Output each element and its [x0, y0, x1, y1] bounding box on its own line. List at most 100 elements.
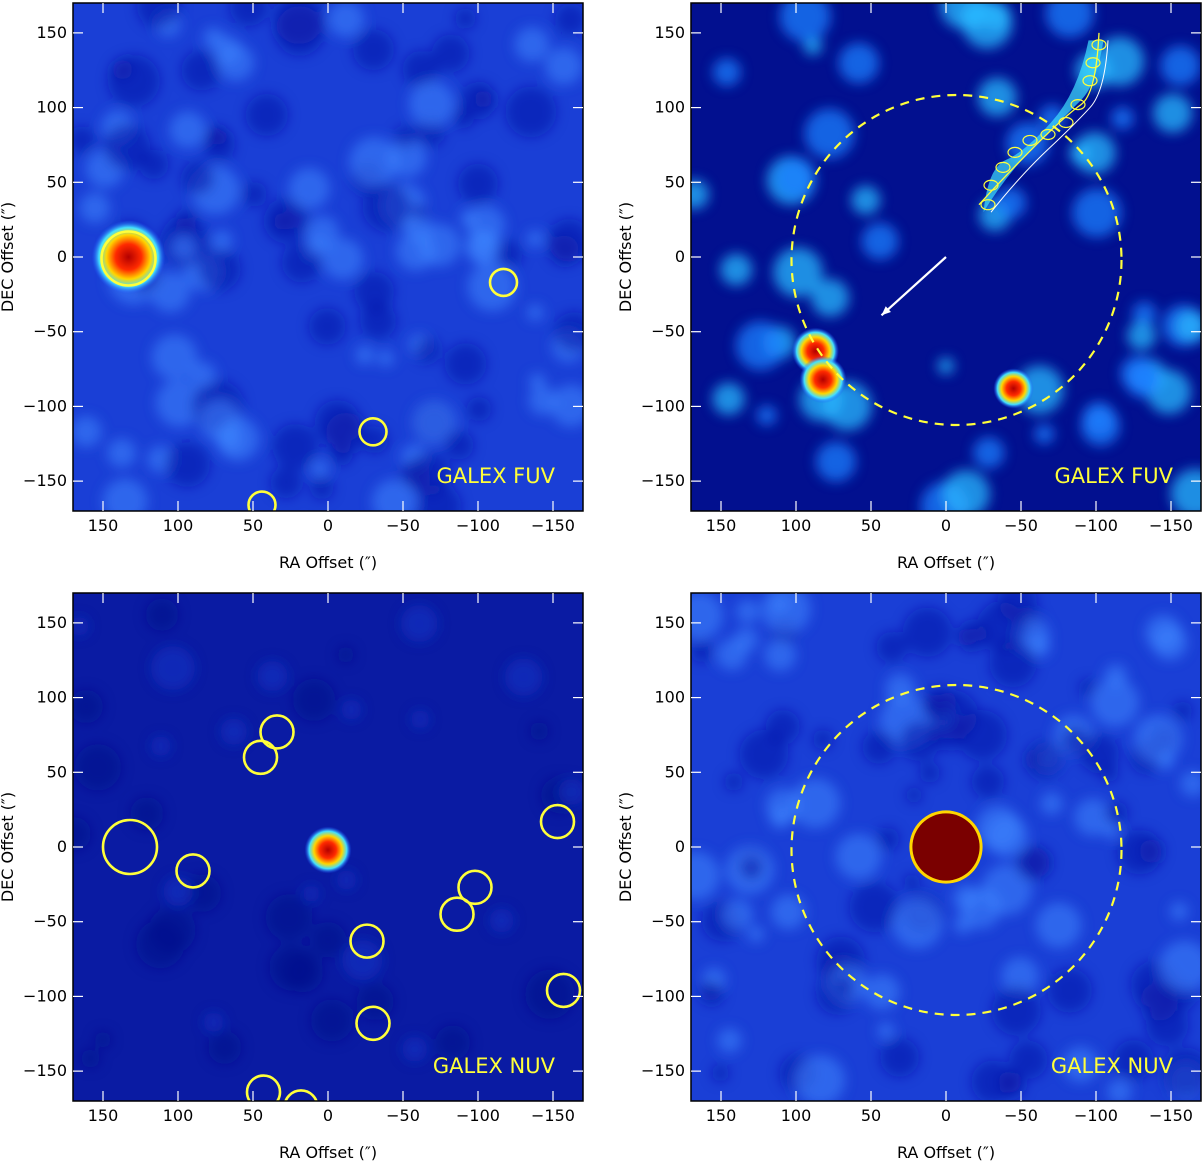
source-marker-circle — [545, 972, 582, 1009]
y-tick-label: 50 — [47, 172, 67, 191]
panel-top-left: GALEX FUV 150 100 50 0 −50 −100 −150 150 100 50 0 −5… — [0, 2, 584, 572]
source-marker-circle — [539, 803, 576, 840]
source-marker-circle — [439, 896, 475, 933]
contour-line — [1040, 128, 1056, 141]
contour-line — [1022, 134, 1038, 147]
x-axis-label: RA Offset (″) — [279, 1143, 377, 1161]
x-tick-label: 150 — [88, 1106, 119, 1125]
x-tick-label: 100 — [163, 516, 194, 535]
y-tick-label: −100 — [23, 396, 67, 415]
y-tick-label: 0 — [57, 837, 67, 856]
panel-image — [73, 3, 583, 511]
source-marker-circle — [457, 869, 493, 906]
y-tick-label: 50 — [665, 172, 685, 191]
panel-bottom-right: GALEX NUV 150 100 50 0 −50 −100 −150 150 100 50 0 −5… — [616, 592, 1202, 1161]
y-tick-label: −100 — [23, 986, 67, 1005]
contour-line — [1007, 146, 1023, 159]
x-tick-label: 150 — [706, 1106, 737, 1125]
y-tick-label: 50 — [47, 762, 67, 781]
x-tick-label: 150 — [88, 516, 119, 535]
x-tick-label: 0 — [323, 516, 333, 535]
source-marker-circle — [101, 818, 159, 876]
y-tick-label: 150 — [36, 613, 67, 632]
x-tick-label: 100 — [163, 1106, 194, 1125]
contour-line — [1070, 98, 1086, 111]
x-tick-label: −100 — [456, 1106, 500, 1125]
x-tick-label: −100 — [1074, 1106, 1118, 1125]
y-tick-label: 150 — [36, 23, 67, 42]
x-tick-label: −100 — [1074, 516, 1118, 535]
x-tick-label: −100 — [456, 516, 500, 535]
contour-region — [978, 32, 1109, 213]
y-tick-label: −150 — [23, 1061, 67, 1080]
y-tick-label: 100 — [36, 688, 67, 707]
y-tick-label: −150 — [23, 471, 67, 490]
y-tick-label: −150 — [641, 471, 685, 490]
y-tick-label: 150 — [654, 613, 685, 632]
x-axis-label: RA Offset (″) — [279, 553, 377, 572]
source-marker-circle — [247, 490, 277, 511]
noise-texture — [691, 593, 1201, 1101]
source-marker-circle — [358, 417, 388, 447]
y-tick-label: −50 — [651, 322, 685, 341]
y-tick-label: 100 — [654, 688, 685, 707]
y-tick-label: 0 — [675, 247, 685, 266]
x-axis-label: RA Offset (″) — [897, 553, 995, 572]
x-axis-label: RA Offset (″) — [897, 1143, 995, 1161]
band-label: GALEX NUV — [1051, 1054, 1174, 1078]
y-axis-label: DEC Offset (″) — [0, 202, 17, 312]
contour-line — [1082, 75, 1098, 87]
source-marker-circle — [355, 1005, 391, 1042]
y-tick-label: −50 — [651, 912, 685, 931]
x-tick-label: −50 — [1004, 516, 1038, 535]
panel-image — [691, 593, 1201, 1101]
x-tick-label: 50 — [243, 1106, 263, 1125]
x-tick-label: −150 — [1149, 516, 1193, 535]
contour-fill — [983, 40, 1104, 213]
x-tick-label: −150 — [531, 1106, 575, 1125]
dashed-aperture-circle — [790, 683, 1123, 1017]
x-tick-label: −50 — [386, 516, 420, 535]
bright-source — [912, 813, 980, 881]
x-tick-label: −150 — [1149, 1106, 1193, 1125]
band-label: GALEX NUV — [433, 1054, 556, 1078]
panel-top-right: GALEX FUV 150 100 50 0 −50 −100 −150 150 100 50 0 −5… — [616, 2, 1202, 572]
x-tick-label: 0 — [323, 1106, 333, 1125]
y-tick-label: −100 — [641, 396, 685, 415]
source-marker-circle — [284, 1089, 318, 1101]
x-tick-label: 100 — [781, 516, 812, 535]
y-tick-label: −50 — [33, 322, 67, 341]
panel-image — [73, 593, 583, 1101]
x-tick-label: 50 — [243, 516, 263, 535]
x-tick-label: 100 — [781, 1106, 812, 1125]
source-marker-circle — [259, 714, 295, 750]
x-tick-label: 0 — [941, 516, 951, 535]
x-tick-label: 0 — [941, 1106, 951, 1125]
y-tick-label: 50 — [665, 762, 685, 781]
y-axis-label: DEC Offset (″) — [616, 792, 635, 902]
y-tick-label: −50 — [33, 912, 67, 931]
x-tick-label: 150 — [706, 516, 737, 535]
source-1 — [799, 355, 847, 404]
y-tick-label: −150 — [641, 1061, 685, 1080]
x-tick-label: −50 — [386, 1106, 420, 1125]
source-marker-circle — [242, 739, 279, 776]
y-tick-label: 150 — [654, 23, 685, 42]
noise-texture — [73, 598, 583, 1068]
dashed-aperture-circle — [790, 93, 1123, 427]
y-tick-label: 100 — [36, 98, 67, 117]
y-tick-label: −100 — [641, 986, 685, 1005]
contour-line — [990, 40, 1109, 213]
source-marker-circle — [488, 267, 519, 298]
x-tick-label: 50 — [861, 1106, 881, 1125]
source-marker-circle — [349, 923, 385, 959]
contour-line — [1085, 57, 1101, 69]
band-label: GALEX FUV — [437, 464, 556, 488]
y-axis-label: DEC Offset (″) — [616, 202, 635, 312]
source-marker-circle — [175, 853, 211, 889]
contour-line — [983, 179, 999, 191]
y-axis-label: DEC Offset (″) — [0, 792, 17, 902]
x-tick-label: −150 — [531, 516, 575, 535]
